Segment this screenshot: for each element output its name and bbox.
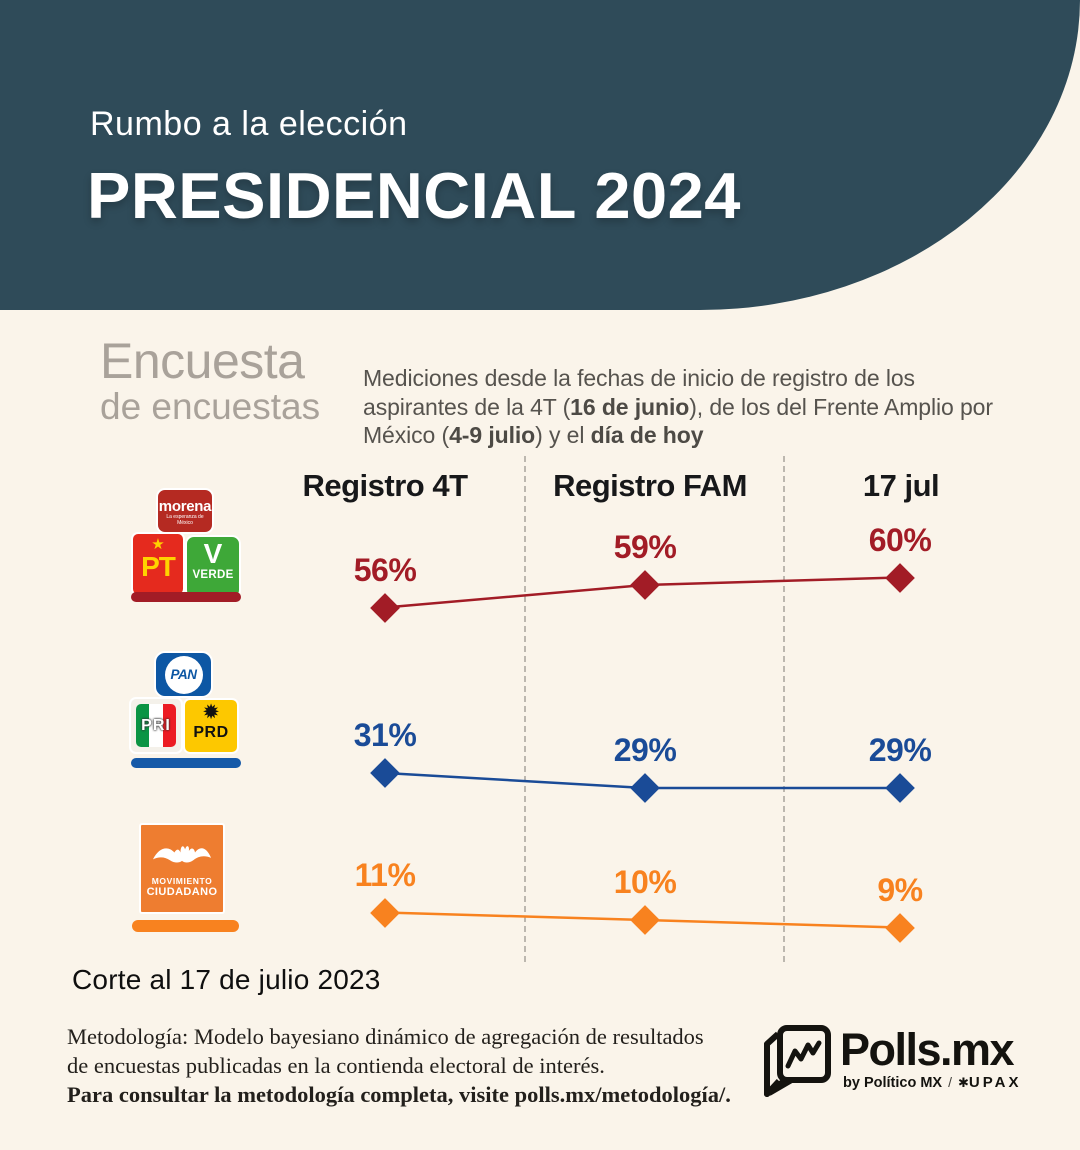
coalition-color-bar-fam	[131, 758, 241, 768]
pri-logo: PRI	[129, 697, 183, 754]
pollsmx-logo-icon	[764, 1025, 831, 1097]
column-separator-line	[783, 456, 785, 962]
upax-logo-icon: ✱	[957, 1075, 969, 1090]
desc-text: Mediciones desde la fechas de inicio de …	[363, 365, 915, 420]
verde-check-icon: V	[203, 538, 223, 569]
header-kicker: Rumbo a la elección	[90, 105, 408, 143]
column-header-registro-4t: Registro 4T	[302, 468, 468, 503]
data-point-label: 29%	[613, 732, 677, 768]
verde-logo: V VERDE	[185, 535, 241, 599]
cutoff-date-note: Corte al 17 de julio 2023	[72, 964, 381, 995]
byline-politico-mx: by Político MX	[843, 1075, 943, 1091]
prd-logo-text: PRD	[193, 724, 229, 741]
data-point-label: 60%	[868, 521, 932, 558]
pan-logo: PAN	[154, 651, 213, 698]
pri-tricolor	[136, 704, 176, 747]
coalition-color-bar-mc	[132, 920, 239, 932]
pri-logo-text: PRI	[141, 716, 171, 734]
section-label-line1: Encuesta	[100, 333, 305, 389]
section-label-line2: de encuestas	[100, 386, 321, 427]
page-title: PRESIDENCIAL 2024	[87, 159, 741, 232]
pan-circle: PAN	[164, 655, 203, 694]
mc-eagle-icon	[152, 846, 212, 863]
pollsmx-logo-text: Polls.mx	[840, 1024, 1015, 1075]
desc-text: ), de los del Frente Amplio por México (	[363, 393, 993, 449]
chart-description: Mediciones desde la fechas de inicio de …	[363, 364, 1018, 450]
methodology-link-line: Para consultar la metodología completa, …	[67, 1082, 731, 1107]
data-point-label: 9%	[877, 871, 923, 908]
header-banner: Rumbo a la elección PRESIDENCIAL 2024	[0, 0, 1080, 310]
pan-logo-text: PAN	[170, 667, 197, 682]
desc-text: ) y el	[535, 422, 591, 448]
pollsmx-byline: by Político MX / ✱UPAX	[843, 1074, 1021, 1092]
byline-upax: UPAX	[968, 1074, 1022, 1091]
prd-logo: ✹ PRD	[183, 698, 239, 754]
morena-logo-tagline: La esperanza de México	[166, 514, 204, 526]
data-point-label: 56%	[353, 551, 417, 588]
byline-separator: /	[948, 1074, 952, 1090]
movimiento-ciudadano-logo: MOVIMIENTO CIUDADANO	[139, 823, 225, 914]
morena-logo: morena La esperanza de México	[156, 488, 214, 534]
section-label: Encuesta de encuestas	[100, 336, 320, 425]
data-point-label: 11%	[354, 856, 416, 893]
column-header-registro-fam: Registro FAM	[553, 468, 747, 503]
desc-bold-date-2: 4-9 julio	[449, 422, 536, 448]
pt-logo-text: PT	[141, 551, 176, 582]
morena-logo-text: morena	[158, 498, 212, 515]
coalition-color-bar-4t	[131, 592, 241, 602]
methodology-line2: de encuestas publicadas en la contienda …	[67, 1053, 605, 1078]
desc-bold-date-1: 16 de junio	[570, 393, 690, 420]
desc-bold-today: día de hoy	[590, 422, 704, 448]
methodology-line1: Metodología: Modelo bayesiano dinámico d…	[67, 1024, 704, 1049]
data-point-label: 59%	[613, 529, 677, 565]
data-point-label: 31%	[353, 717, 417, 753]
verde-logo-text: VERDE	[192, 569, 234, 581]
column-header-17-jul: 17 jul	[862, 468, 940, 503]
mc-logo-text-line2: CIUDADANO	[146, 886, 218, 898]
pt-logo: ★ PT	[131, 532, 185, 596]
pt-star-icon: ★	[151, 536, 165, 553]
data-point-label: 10%	[613, 864, 677, 900]
column-separator-line	[524, 456, 526, 962]
data-point-label: 29%	[868, 732, 932, 768]
mc-logo-text-line1: MOVIMIENTO	[151, 876, 213, 886]
prd-sun-icon: ✹	[202, 701, 220, 724]
methodology-note: Metodología: Modelo bayesiano dinámico d…	[67, 1022, 731, 1109]
